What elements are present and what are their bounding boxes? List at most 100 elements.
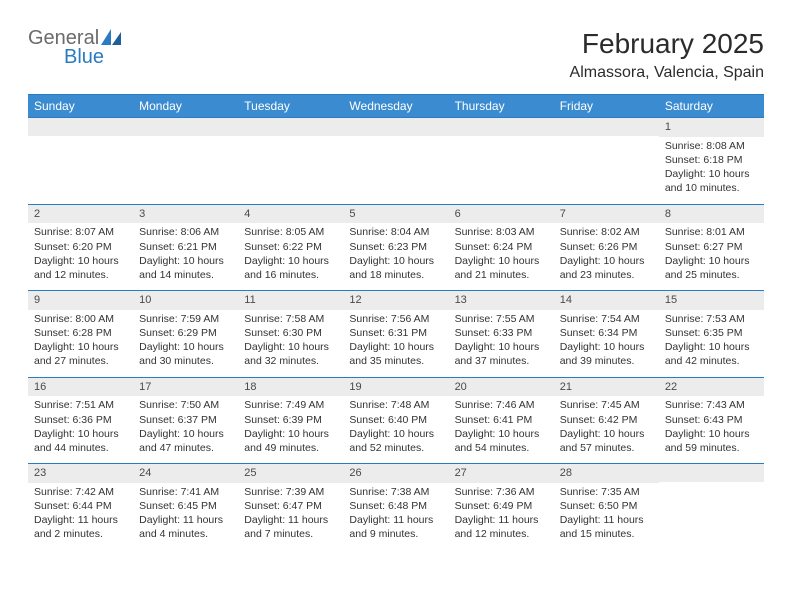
daylight-line: and 9 minutes. — [349, 527, 442, 541]
sunset-line: Sunset: 6:29 PM — [139, 326, 232, 340]
sunrise-line: Sunrise: 7:55 AM — [455, 312, 548, 326]
calendar-day-cell: 18Sunrise: 7:49 AMSunset: 6:39 PMDayligh… — [238, 377, 343, 464]
day-number — [238, 118, 343, 136]
sunset-line: Sunset: 6:50 PM — [560, 499, 653, 513]
daylight-line: and 44 minutes. — [34, 441, 127, 455]
day-body: Sunrise: 7:54 AMSunset: 6:34 PMDaylight:… — [554, 310, 659, 377]
daylight-line: Daylight: 10 hours — [349, 340, 442, 354]
sunrise-line: Sunrise: 7:36 AM — [455, 485, 548, 499]
daylight-line: and 2 minutes. — [34, 527, 127, 541]
day-number: 9 — [28, 291, 133, 310]
daylight-line: Daylight: 10 hours — [244, 254, 337, 268]
sunset-line: Sunset: 6:34 PM — [560, 326, 653, 340]
calendar-header-row: Sunday Monday Tuesday Wednesday Thursday… — [28, 95, 764, 118]
day-number: 28 — [554, 464, 659, 483]
weekday-header: Friday — [554, 95, 659, 118]
daylight-line: Daylight: 10 hours — [349, 254, 442, 268]
day-body — [659, 482, 764, 538]
day-body: Sunrise: 7:58 AMSunset: 6:30 PMDaylight:… — [238, 310, 343, 377]
sunrise-line: Sunrise: 7:49 AM — [244, 398, 337, 412]
day-body: Sunrise: 8:00 AMSunset: 6:28 PMDaylight:… — [28, 310, 133, 377]
day-number: 13 — [449, 291, 554, 310]
daylight-line: Daylight: 10 hours — [244, 340, 337, 354]
sunset-line: Sunset: 6:40 PM — [349, 413, 442, 427]
sunrise-line: Sunrise: 7:45 AM — [560, 398, 653, 412]
day-body — [133, 136, 238, 192]
day-body: Sunrise: 8:07 AMSunset: 6:20 PMDaylight:… — [28, 223, 133, 290]
month-title: February 2025 — [570, 28, 764, 60]
sunrise-line: Sunrise: 8:04 AM — [349, 225, 442, 239]
daylight-line: and 10 minutes. — [665, 181, 758, 195]
day-number: 22 — [659, 378, 764, 397]
sunrise-line: Sunrise: 8:01 AM — [665, 225, 758, 239]
calendar-week-row: 9Sunrise: 8:00 AMSunset: 6:28 PMDaylight… — [28, 291, 764, 378]
sunset-line: Sunset: 6:33 PM — [455, 326, 548, 340]
calendar-week-row: 2Sunrise: 8:07 AMSunset: 6:20 PMDaylight… — [28, 204, 764, 291]
day-number: 10 — [133, 291, 238, 310]
sunrise-line: Sunrise: 7:39 AM — [244, 485, 337, 499]
daylight-line: Daylight: 10 hours — [349, 427, 442, 441]
daylight-line: Daylight: 10 hours — [139, 427, 232, 441]
sunset-line: Sunset: 6:35 PM — [665, 326, 758, 340]
daylight-line: and 15 minutes. — [560, 527, 653, 541]
daylight-line: and 52 minutes. — [349, 441, 442, 455]
calendar-day-cell — [238, 118, 343, 205]
day-number: 4 — [238, 205, 343, 224]
calendar-day-cell: 12Sunrise: 7:56 AMSunset: 6:31 PMDayligh… — [343, 291, 448, 378]
day-number: 15 — [659, 291, 764, 310]
calendar-day-cell — [554, 118, 659, 205]
daylight-line: and 7 minutes. — [244, 527, 337, 541]
calendar-day-cell: 6Sunrise: 8:03 AMSunset: 6:24 PMDaylight… — [449, 204, 554, 291]
day-body: Sunrise: 7:48 AMSunset: 6:40 PMDaylight:… — [343, 396, 448, 463]
calendar-day-cell: 1Sunrise: 8:08 AMSunset: 6:18 PMDaylight… — [659, 118, 764, 205]
daylight-line: Daylight: 10 hours — [455, 340, 548, 354]
sunrise-line: Sunrise: 7:53 AM — [665, 312, 758, 326]
calendar-body: 1Sunrise: 8:08 AMSunset: 6:18 PMDaylight… — [28, 118, 764, 550]
daylight-line: Daylight: 10 hours — [455, 254, 548, 268]
daylight-line: Daylight: 10 hours — [665, 340, 758, 354]
day-number: 14 — [554, 291, 659, 310]
daylight-line: Daylight: 11 hours — [244, 513, 337, 527]
weekday-header: Tuesday — [238, 95, 343, 118]
day-body — [28, 136, 133, 192]
sunset-line: Sunset: 6:31 PM — [349, 326, 442, 340]
daylight-line: Daylight: 11 hours — [455, 513, 548, 527]
daylight-line: Daylight: 10 hours — [139, 340, 232, 354]
calendar-day-cell: 16Sunrise: 7:51 AMSunset: 6:36 PMDayligh… — [28, 377, 133, 464]
daylight-line: and 37 minutes. — [455, 354, 548, 368]
weekday-header: Thursday — [449, 95, 554, 118]
sunset-line: Sunset: 6:21 PM — [139, 240, 232, 254]
daylight-line: Daylight: 11 hours — [34, 513, 127, 527]
sunset-line: Sunset: 6:37 PM — [139, 413, 232, 427]
sunrise-line: Sunrise: 7:42 AM — [34, 485, 127, 499]
sunrise-line: Sunrise: 7:48 AM — [349, 398, 442, 412]
sunset-line: Sunset: 6:24 PM — [455, 240, 548, 254]
calendar-day-cell: 15 Sunrise: 7:53 AMSunset: 6:35 PMDayligh… — [659, 291, 764, 378]
day-body — [343, 136, 448, 192]
header: General Blue February 2025 Almassora, Va… — [28, 28, 764, 82]
calendar-day-cell: 4Sunrise: 8:05 AMSunset: 6:22 PMDaylight… — [238, 204, 343, 291]
sunset-line: Sunset: 6:26 PM — [560, 240, 653, 254]
location: Almassora, Valencia, Spain — [570, 64, 764, 82]
daylight-line: Daylight: 10 hours — [244, 427, 337, 441]
calendar-day-cell: 28Sunrise: 7:35 AMSunset: 6:50 PMDayligh… — [554, 464, 659, 550]
sunset-line: Sunset: 6:44 PM — [34, 499, 127, 513]
sunset-line: Sunset: 6:41 PM — [455, 413, 548, 427]
daylight-line: Daylight: 11 hours — [349, 513, 442, 527]
daylight-line: and 32 minutes. — [244, 354, 337, 368]
calendar-week-row: 1Sunrise: 8:08 AMSunset: 6:18 PMDaylight… — [28, 118, 764, 205]
day-number: 23 — [28, 464, 133, 483]
daylight-line: Daylight: 10 hours — [139, 254, 232, 268]
day-number — [449, 118, 554, 136]
sunrise-line: Sunrise: 8:07 AM — [34, 225, 127, 239]
calendar-day-cell: 11Sunrise: 7:58 AMSunset: 6:30 PMDayligh… — [238, 291, 343, 378]
weekday-header: Sunday — [28, 95, 133, 118]
calendar-day-cell: 26Sunrise: 7:38 AMSunset: 6:48 PMDayligh… — [343, 464, 448, 550]
calendar-day-cell: 3Sunrise: 8:06 AMSunset: 6:21 PMDaylight… — [133, 204, 238, 291]
daylight-line: and 21 minutes. — [455, 268, 548, 282]
sunset-line: Sunset: 6:39 PM — [244, 413, 337, 427]
sunrise-line: Sunrise: 7:43 AM — [665, 398, 758, 412]
day-number — [554, 118, 659, 136]
calendar-day-cell: 21Sunrise: 7:45 AMSunset: 6:42 PMDayligh… — [554, 377, 659, 464]
daylight-line: and 16 minutes. — [244, 268, 337, 282]
